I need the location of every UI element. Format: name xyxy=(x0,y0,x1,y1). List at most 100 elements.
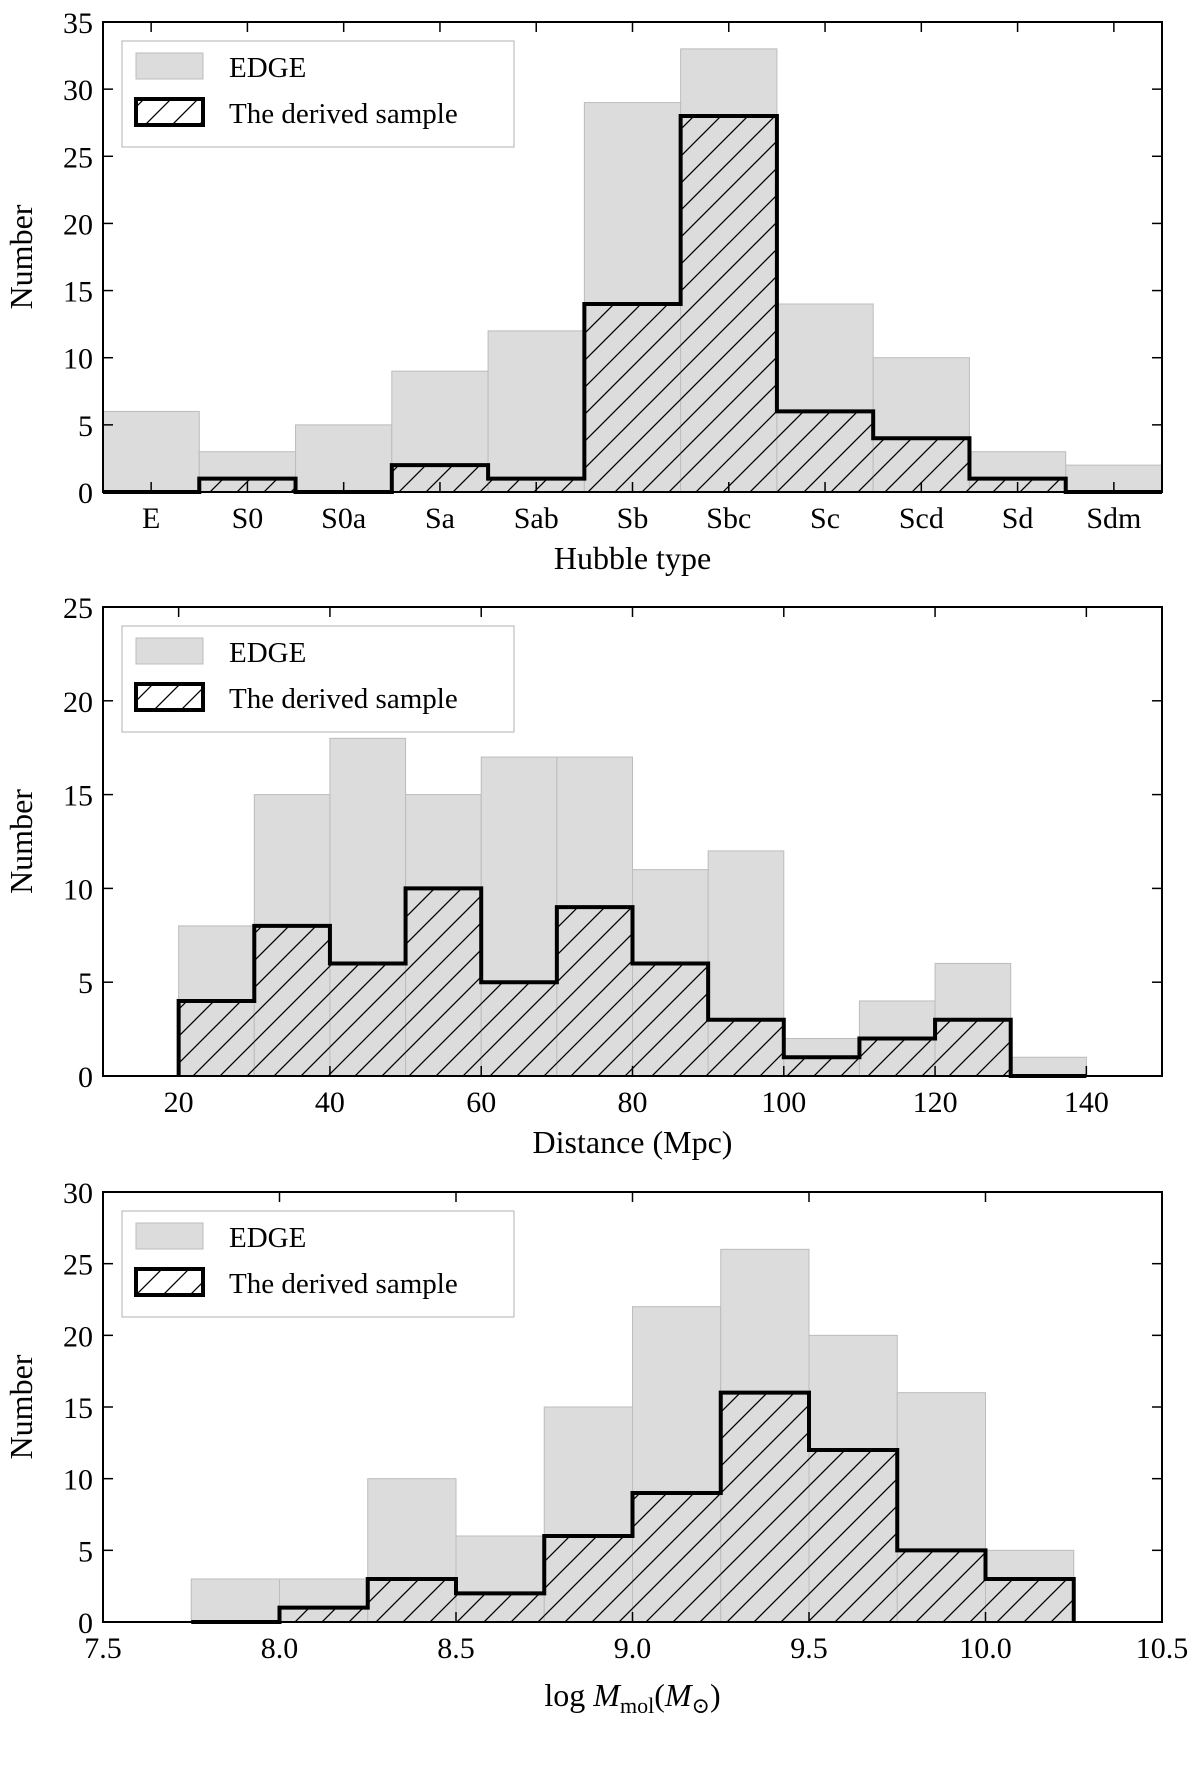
sample-bar xyxy=(897,1550,986,1622)
x-tick-label: 120 xyxy=(913,1086,958,1119)
x-tick-label: 8.5 xyxy=(437,1632,475,1665)
x-tick-label: S0a xyxy=(321,502,366,535)
x-tick-label: 9.5 xyxy=(790,1632,828,1665)
y-tick-label: 30 xyxy=(63,1177,93,1210)
sample-bar xyxy=(279,1607,368,1622)
sample-bar xyxy=(405,888,482,1076)
legend-swatch-edge xyxy=(135,1222,204,1250)
y-tick-label: 10 xyxy=(63,873,93,906)
y-tick-label: 20 xyxy=(63,686,93,719)
y-tick-label: 5 xyxy=(78,410,93,443)
y-tick-label: 25 xyxy=(63,592,93,625)
sample-bar xyxy=(178,1000,255,1076)
x-tick-label: Sb xyxy=(617,502,649,535)
legend-label-edge: EDGE xyxy=(229,1222,306,1254)
x-tick-label: E xyxy=(142,502,160,535)
y-tick-label: 25 xyxy=(63,1249,93,1282)
sample-bar xyxy=(776,411,874,492)
sample-bar xyxy=(935,1019,1011,1076)
legend-swatch-sample xyxy=(134,682,205,712)
x-tick-label: 40 xyxy=(315,1086,345,1119)
legend: EDGE The derived sample xyxy=(121,1210,515,1318)
y-tick-label: 15 xyxy=(63,1392,93,1425)
y-tick-label: 15 xyxy=(63,780,93,813)
sample-bar xyxy=(481,982,557,1076)
x-tick-label: 10.5 xyxy=(1136,1632,1189,1665)
x-tick-label: Sab xyxy=(514,502,559,535)
legend-swatch-edge xyxy=(135,52,204,80)
y-tick-label: 0 xyxy=(78,1061,93,1094)
sample-bar xyxy=(809,1450,898,1622)
y-tick-label: 20 xyxy=(63,208,93,241)
sample-bar xyxy=(708,1019,784,1076)
edge-bar xyxy=(1010,1056,1087,1077)
legend-swatch-sample xyxy=(134,97,205,127)
sample-bar xyxy=(556,907,633,1076)
x-tick-label: Sc xyxy=(810,502,840,535)
sample-step-line xyxy=(191,1390,1076,1624)
x-tick-label: Sdm xyxy=(1086,502,1141,535)
x-tick-label: 9.0 xyxy=(614,1632,652,1665)
legend: EDGE The derived sample xyxy=(121,40,515,148)
edge-bar xyxy=(487,330,585,493)
x-tick-label: 140 xyxy=(1064,1086,1109,1119)
x-tick-label: 8.0 xyxy=(261,1632,299,1665)
edge-bar xyxy=(190,1578,280,1623)
sample-bar xyxy=(544,1536,633,1622)
chart-panel-mmol: 0 5 10 15 20 25 30 7.5 8.0 8.5 9.0 9.5 10.0 10.5 Numbe… xyxy=(3,1177,1188,1718)
y-tick-label: 5 xyxy=(78,967,93,1000)
x-axis-title: log Mmol(M⊙) xyxy=(544,1677,720,1718)
sample-bar xyxy=(985,1579,1074,1622)
y-tick-label: 5 xyxy=(78,1535,93,1568)
x-tick-label: Scd xyxy=(899,502,944,535)
x-tick-label: S0 xyxy=(232,502,264,535)
sample-bar xyxy=(632,1493,721,1622)
sample-bar xyxy=(632,963,709,1076)
y-axis-title: Number xyxy=(3,1354,39,1459)
legend-swatch-edge xyxy=(135,637,204,665)
y-tick-label: 15 xyxy=(63,276,93,309)
sample-bar xyxy=(783,1057,860,1076)
sample-bar xyxy=(720,1392,809,1622)
legend: EDGE The derived sample xyxy=(121,625,515,733)
x-tick-label: Sa xyxy=(425,502,455,535)
x-tick-label: Sbc xyxy=(706,502,751,535)
x-tick-label: 80 xyxy=(618,1086,648,1119)
sample-bar xyxy=(859,1038,936,1076)
y-axis-title: Number xyxy=(3,789,39,894)
sample-bar xyxy=(254,925,330,1076)
sample-bar xyxy=(584,304,681,492)
edge-bar xyxy=(295,424,393,493)
y-tick-label: 25 xyxy=(63,141,93,174)
chart-panel-hubble: 0 5 10 15 20 25 30 35 E S0 S0a Sa Sab Sb Sbc Sc Scd Sd Sdm… xyxy=(3,7,1163,576)
x-tick-label: 7.5 xyxy=(84,1632,122,1665)
y-tick-label: 30 xyxy=(63,74,93,107)
sample-bar xyxy=(367,1579,456,1622)
x-tick-label: 20 xyxy=(164,1086,194,1119)
y-tick-label: 10 xyxy=(63,1464,93,1497)
x-tick-label: 10.0 xyxy=(959,1632,1012,1665)
legend-swatch-sample xyxy=(134,1267,205,1297)
x-tick-label: 100 xyxy=(761,1086,806,1119)
edge-bar xyxy=(102,410,200,493)
legend-label-edge: EDGE xyxy=(229,52,306,84)
sample-step-line xyxy=(176,886,1087,1078)
y-tick-label: 10 xyxy=(63,343,93,376)
legend-label-sample: The derived sample xyxy=(229,683,458,715)
legend-label-sample: The derived sample xyxy=(229,1268,458,1300)
chart-panel-distance: 0 5 10 15 20 25 20 40 60 80 100 120 140 Number Distanc… xyxy=(3,592,1163,1160)
sample-bar xyxy=(456,1593,545,1622)
y-tick-label: 35 xyxy=(63,7,93,40)
x-tick-label: Sd xyxy=(1002,502,1034,535)
sample-bar xyxy=(329,963,406,1076)
x-tick-label: 60 xyxy=(466,1086,496,1119)
x-axis-title: Hubble type xyxy=(554,540,711,576)
y-axis-title: Number xyxy=(3,204,39,309)
legend-label-edge: EDGE xyxy=(229,637,306,669)
y-tick-label: 0 xyxy=(78,477,93,510)
y-tick-label: 0 xyxy=(78,1607,93,1640)
sample-bar xyxy=(680,116,777,492)
x-axis-title: Distance (Mpc) xyxy=(533,1124,733,1160)
y-tick-label: 20 xyxy=(63,1320,93,1353)
